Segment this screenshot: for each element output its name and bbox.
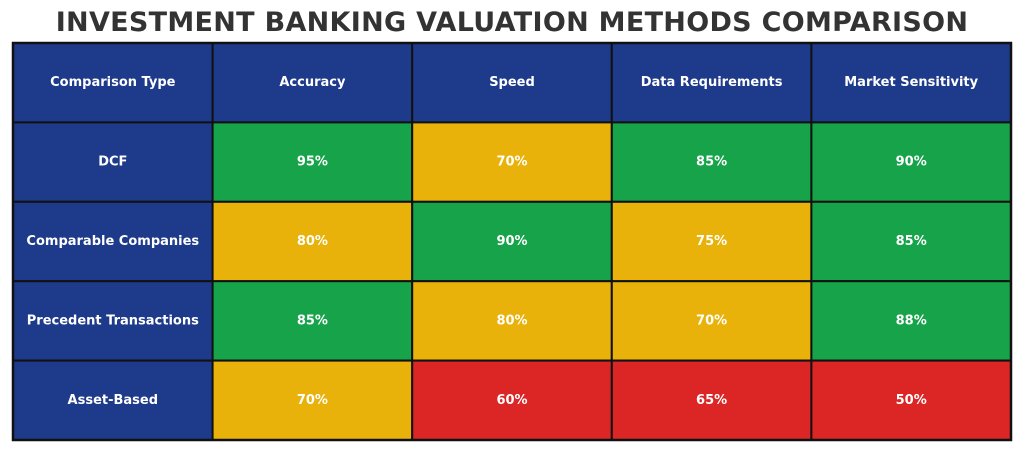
row-header-cell [12, 121, 214, 203]
value-cell [610, 359, 813, 442]
value-cell [411, 200, 613, 283]
value-label: 65% [696, 393, 727, 408]
header-label: Comparison Type [50, 75, 176, 90]
value-cell [411, 280, 613, 362]
header-label: Market Sensitivity [844, 75, 978, 90]
value-cell [411, 121, 613, 203]
row-label: Asset-Based [68, 393, 159, 408]
value-label: 85% [297, 313, 328, 328]
value-label: 80% [496, 313, 527, 328]
value-cell [411, 359, 613, 442]
value-cell [810, 121, 1013, 203]
row-label: DCF [98, 155, 127, 170]
value-label: 80% [297, 234, 328, 249]
header-label: Accuracy [279, 75, 346, 90]
row-header-cell [12, 200, 214, 283]
value-label: 95% [297, 155, 328, 170]
value-label: 60% [496, 393, 527, 408]
header-cell [810, 42, 1013, 124]
value-cell [211, 200, 414, 283]
value-label: 88% [896, 313, 927, 328]
value-label: 70% [696, 313, 727, 328]
value-label: 90% [496, 234, 527, 249]
value-label: 85% [696, 155, 727, 170]
row-header-cell [12, 359, 214, 442]
value-label: 85% [896, 234, 927, 249]
value-cell [211, 121, 414, 203]
value-label: 70% [496, 155, 527, 170]
value-label: 70% [297, 393, 328, 408]
row-label: Comparable Companies [26, 234, 199, 249]
header-label: Speed [489, 75, 535, 90]
value-cell [211, 280, 414, 362]
value-label: 75% [696, 234, 727, 249]
value-cell [610, 200, 813, 283]
value-label: 50% [896, 393, 927, 408]
value-label: 90% [896, 155, 927, 170]
row-label: Precedent Transactions [27, 313, 199, 328]
header-label: Data Requirements [641, 75, 783, 90]
matrix-border [11, 41, 1013, 442]
